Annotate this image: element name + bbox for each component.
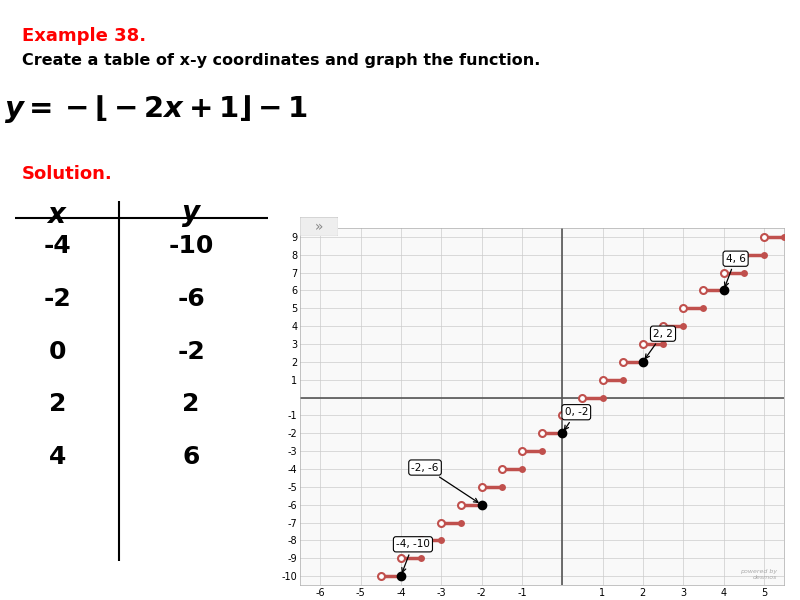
Text: -2: -2 — [43, 287, 71, 311]
Text: 2: 2 — [49, 392, 66, 416]
Text: 0, -2: 0, -2 — [565, 407, 588, 430]
Text: $\boldsymbol{y = -\lfloor -2x + 1 \rfloor - 1}$: $\boldsymbol{y = -\lfloor -2x + 1 \rfloo… — [4, 93, 308, 125]
Text: 2: 2 — [182, 392, 200, 416]
Text: »: » — [315, 220, 323, 234]
Text: -2, -6: -2, -6 — [411, 463, 478, 502]
Text: -2: -2 — [177, 340, 205, 364]
Text: -10: -10 — [168, 234, 214, 258]
Text: $\bfit{x}$: $\bfit{x}$ — [46, 201, 68, 229]
Text: Solution.: Solution. — [22, 165, 113, 183]
Text: 2, 2: 2, 2 — [646, 329, 673, 358]
Text: 6: 6 — [182, 445, 200, 469]
Text: 4, 6: 4, 6 — [725, 254, 746, 287]
Text: 4: 4 — [49, 445, 66, 469]
Text: powered by
desmos: powered by desmos — [740, 569, 777, 580]
Text: $\bfit{y}$: $\bfit{y}$ — [181, 201, 202, 229]
Text: -4: -4 — [43, 234, 71, 258]
Text: Example 38.: Example 38. — [22, 27, 146, 45]
Text: -6: -6 — [177, 287, 205, 311]
Text: 0: 0 — [49, 340, 66, 364]
FancyBboxPatch shape — [300, 217, 338, 236]
Text: -4, -10: -4, -10 — [396, 539, 430, 572]
Text: Create a table of x-y coordinates and graph the function.: Create a table of x-y coordinates and gr… — [22, 53, 541, 68]
